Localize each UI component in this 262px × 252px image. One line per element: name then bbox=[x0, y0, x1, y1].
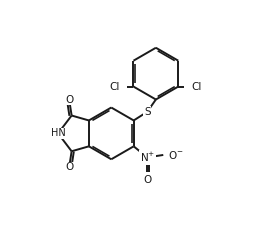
Text: S: S bbox=[144, 107, 151, 117]
Text: O: O bbox=[65, 162, 73, 172]
Text: O: O bbox=[65, 94, 73, 105]
Text: O: O bbox=[143, 175, 151, 185]
Text: Cl: Cl bbox=[192, 82, 202, 91]
Text: $\mathregular{N^{+}}$: $\mathregular{N^{+}}$ bbox=[140, 151, 155, 164]
Text: HN: HN bbox=[51, 128, 66, 138]
Text: Cl: Cl bbox=[110, 82, 120, 91]
Text: $\mathregular{O^{-}}$: $\mathregular{O^{-}}$ bbox=[168, 149, 183, 161]
